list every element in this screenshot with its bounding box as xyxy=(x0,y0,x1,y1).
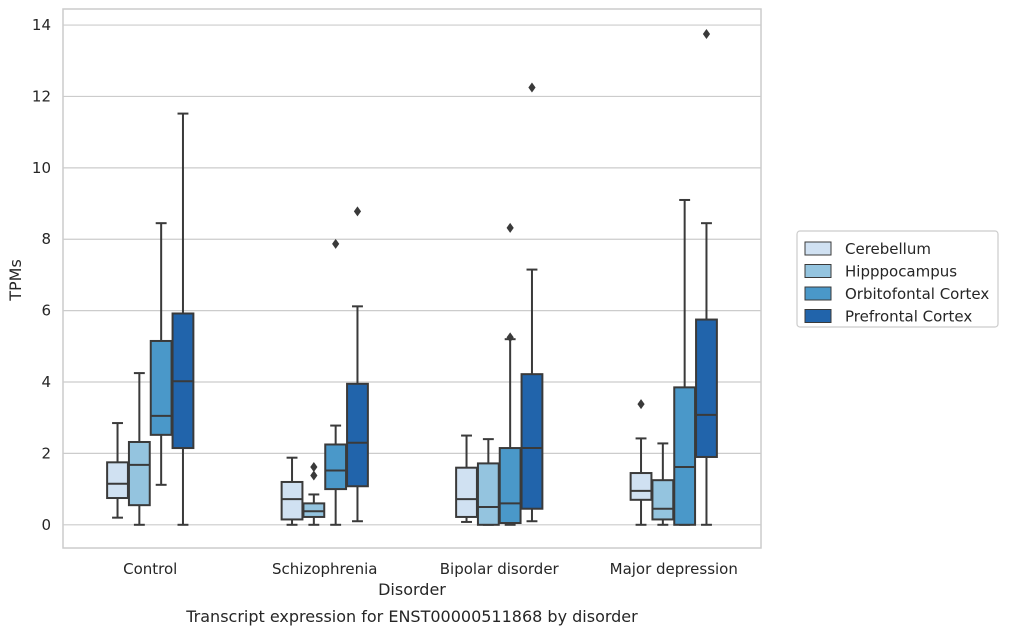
box-body xyxy=(673,386,697,526)
box-orbitofontal-cortex xyxy=(498,222,522,526)
outlier-point xyxy=(506,332,514,343)
box-orbitofontal-cortex xyxy=(149,222,173,486)
plot-frame xyxy=(62,8,762,549)
box-cerebellum xyxy=(106,422,129,519)
box-body xyxy=(455,466,478,518)
legend-swatch xyxy=(804,286,832,301)
box-body xyxy=(280,480,304,521)
box-prefrontal-cortex xyxy=(520,82,544,523)
outlier-point xyxy=(310,461,318,472)
grid-layer xyxy=(63,24,761,526)
box-body xyxy=(651,479,675,521)
box-orbitofontal-cortex xyxy=(673,198,697,526)
legend-label: Prefrontal Cortex xyxy=(845,308,972,326)
y-tick-label: 2 xyxy=(41,444,51,462)
box-cerebellum xyxy=(629,399,653,526)
axis-layer: 0 2 4 6 8 10 12 14 Control Schizophrenia Bipolar d… xyxy=(32,8,762,578)
box-body xyxy=(498,447,522,525)
y-tick-label: 10 xyxy=(32,159,51,177)
box-layer xyxy=(106,28,718,526)
x-tick-label: Control xyxy=(123,560,177,578)
y-tick-label: 4 xyxy=(41,373,51,391)
y-tick-label: 0 xyxy=(41,516,51,534)
box-body xyxy=(106,461,129,500)
legend-swatch xyxy=(804,309,832,323)
x-tick-label: Major depression xyxy=(610,560,738,578)
box-hipppocampus xyxy=(302,461,326,526)
box-body xyxy=(520,373,544,510)
outlier-point xyxy=(702,28,711,39)
box-body xyxy=(324,443,348,491)
legend-swatch xyxy=(804,264,832,278)
legend: Cerebellum Hipppocampus Orbitofontal Corte… xyxy=(796,230,999,328)
chart-caption: Transcript expression for ENST0000051186… xyxy=(185,607,638,626)
outlier-point xyxy=(353,206,362,217)
outlier-point xyxy=(637,399,645,410)
box-cerebellum xyxy=(280,456,304,526)
legend-swatch xyxy=(804,241,832,256)
box-hipppocampus xyxy=(651,442,675,526)
legend-label: Orbitofontal Cortex xyxy=(845,285,989,303)
y-tick-label: 12 xyxy=(32,87,51,105)
box-body xyxy=(302,502,326,518)
box-body xyxy=(149,339,173,436)
box-body xyxy=(346,382,369,488)
box-body xyxy=(476,462,500,526)
outlier-point xyxy=(332,238,340,249)
box-prefrontal-cortex xyxy=(695,28,718,526)
y-tick-label: 6 xyxy=(41,302,51,320)
y-tick-label: 8 xyxy=(41,230,51,248)
x-tick-label: Schizophrenia xyxy=(272,560,377,578)
box-prefrontal-cortex xyxy=(171,112,195,526)
box-body xyxy=(695,318,718,458)
y-tick-label: 14 xyxy=(32,16,51,34)
y-axis-label: TPMs xyxy=(6,259,25,302)
outlier-point xyxy=(506,222,514,233)
legend-frame xyxy=(796,230,999,328)
box-body xyxy=(629,472,653,501)
outlier-point xyxy=(528,82,536,93)
x-axis-label: Disorder xyxy=(378,580,446,599)
outlier-point xyxy=(310,470,318,481)
box-hipppocampus xyxy=(476,438,500,526)
legend-label: Hipppocampus xyxy=(845,263,957,281)
box-body xyxy=(127,440,151,507)
legend-label: Cerebellum xyxy=(845,240,931,258)
box-prefrontal-cortex xyxy=(346,206,369,523)
x-tick-label: Bipolar disorder xyxy=(440,560,560,578)
box-hipppocampus xyxy=(127,372,151,526)
box-cerebellum xyxy=(455,434,478,523)
